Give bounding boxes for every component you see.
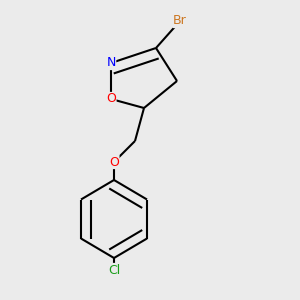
Text: Br: Br [173, 14, 187, 28]
Text: Cl: Cl [108, 263, 120, 277]
Text: O: O [106, 92, 116, 106]
Text: O: O [109, 155, 119, 169]
Text: N: N [106, 56, 116, 70]
